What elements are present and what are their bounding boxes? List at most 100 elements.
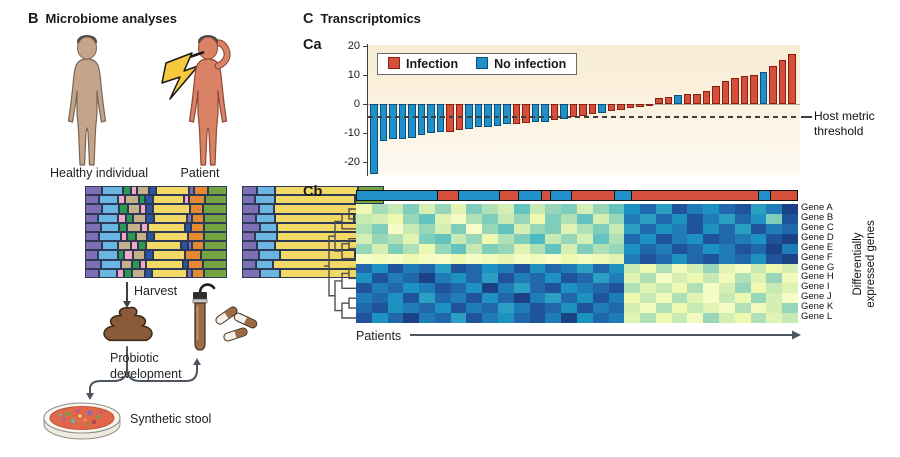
taxon-segment	[182, 259, 189, 269]
heatmap-cell	[450, 253, 467, 264]
taxon-segment	[242, 222, 261, 233]
heatmap-cell	[434, 263, 451, 274]
heatmap-cell	[687, 204, 704, 214]
heatmap-cell	[766, 273, 783, 284]
ca-y-axis	[367, 44, 368, 176]
heatmap-cell	[482, 303, 499, 314]
class-strip-segment	[631, 191, 760, 200]
heatmap-cell	[655, 213, 672, 224]
class-strip-segment	[571, 191, 616, 200]
heatmap-cell	[655, 313, 672, 323]
heatmap-cell	[529, 233, 546, 244]
heatmap-cell	[513, 233, 530, 244]
heatmap-cell	[671, 233, 688, 244]
heatmap-cell	[734, 263, 751, 274]
patient-bar	[408, 104, 416, 138]
gene-label: Gene F	[801, 251, 833, 263]
heatmap-cell	[719, 273, 735, 284]
taxon-segment	[193, 186, 208, 196]
y-tick-mark	[363, 45, 368, 47]
heatmap-cell	[719, 223, 735, 234]
heatmap-cell	[561, 223, 577, 234]
heatmap-cell	[766, 293, 783, 304]
taxon-segment	[152, 204, 190, 214]
taxon-segment	[85, 204, 102, 214]
taxon-segment	[186, 213, 193, 223]
taxon-segment	[184, 250, 202, 260]
heatmap-cell	[687, 273, 704, 284]
patient-bar	[531, 104, 540, 122]
heatmap-cell	[513, 273, 530, 284]
heatmap-cell	[592, 283, 609, 294]
heatmap-cell	[466, 253, 483, 264]
heatmap-cell	[624, 253, 641, 264]
patient-bar	[759, 71, 768, 104]
legend-swatch-icon	[388, 57, 400, 69]
patient-bar	[693, 93, 701, 104]
heatmap-cell	[434, 303, 451, 314]
taxon-segment	[152, 250, 185, 260]
heatmap-cell	[466, 263, 483, 274]
patient-bar	[503, 104, 511, 125]
panel-ca-label: Ca	[303, 37, 322, 53]
class-strip-segment	[499, 191, 520, 200]
heatmap-cell	[782, 204, 798, 214]
patient-bar	[740, 76, 749, 104]
heatmap-cell	[403, 293, 420, 304]
heatmap-cell	[466, 204, 483, 214]
heatmap-cell	[576, 313, 593, 323]
taxon-segment	[192, 241, 205, 251]
taxon-segment	[85, 186, 102, 196]
taxon-segment	[279, 250, 356, 260]
heatmap-cell	[782, 313, 798, 323]
patient-bar	[550, 104, 559, 121]
class-strip-segment	[519, 191, 542, 200]
taxon-segment	[97, 213, 119, 223]
gene-expression-heatmap	[356, 204, 798, 323]
taxon-segment	[117, 268, 124, 279]
taxon-segment	[144, 250, 153, 260]
class-strip-segment	[458, 191, 500, 200]
heatmap-cell	[782, 263, 798, 274]
heatmap-cell	[450, 213, 467, 224]
heatmap-cell	[371, 283, 388, 294]
patient-bar	[702, 90, 711, 104]
gene-label: Gene L	[801, 311, 833, 323]
heatmap-cell	[561, 233, 577, 244]
taxon-segment	[155, 186, 190, 196]
heatmap-cell	[371, 263, 388, 274]
heatmap-cell	[624, 313, 641, 323]
y-tick-label: 20	[347, 39, 360, 52]
heatmap-cell	[703, 263, 720, 274]
heatmap-cell	[482, 283, 499, 294]
panel-c-letter: C	[303, 11, 314, 27]
microbiome-row	[85, 213, 227, 223]
heatmap-cell	[671, 303, 688, 314]
heatmap-cell	[403, 253, 420, 264]
taxon-segment	[131, 186, 137, 196]
heatmap-cell	[687, 313, 704, 323]
taxon-segment	[258, 204, 275, 214]
heatmap-cell	[624, 283, 641, 294]
patient-bar	[493, 104, 502, 126]
threshold-dashed-line	[368, 116, 800, 119]
y-tick-mark	[363, 74, 368, 76]
taxon-segment	[242, 259, 257, 269]
heatmap-cell	[687, 233, 704, 244]
heatmap-cell	[371, 303, 388, 314]
heatmap-cell	[387, 293, 404, 304]
panel-cb-label: Cb	[303, 184, 323, 200]
heatmap-cell	[419, 263, 435, 274]
panel-b-letter: B	[28, 11, 39, 27]
gene-label: Gene J	[801, 291, 832, 303]
microbiome-row	[85, 222, 227, 233]
heatmap-cell	[434, 313, 451, 323]
heatmap-cell	[482, 253, 499, 264]
heatmap-cell	[419, 273, 435, 284]
heatmap-cell	[466, 223, 483, 234]
heatmap-cell	[766, 253, 783, 264]
heatmap-cell	[498, 243, 514, 254]
heatmap-cell	[608, 204, 625, 214]
heatmap-cell	[529, 273, 546, 284]
taxon-segment	[100, 222, 119, 233]
